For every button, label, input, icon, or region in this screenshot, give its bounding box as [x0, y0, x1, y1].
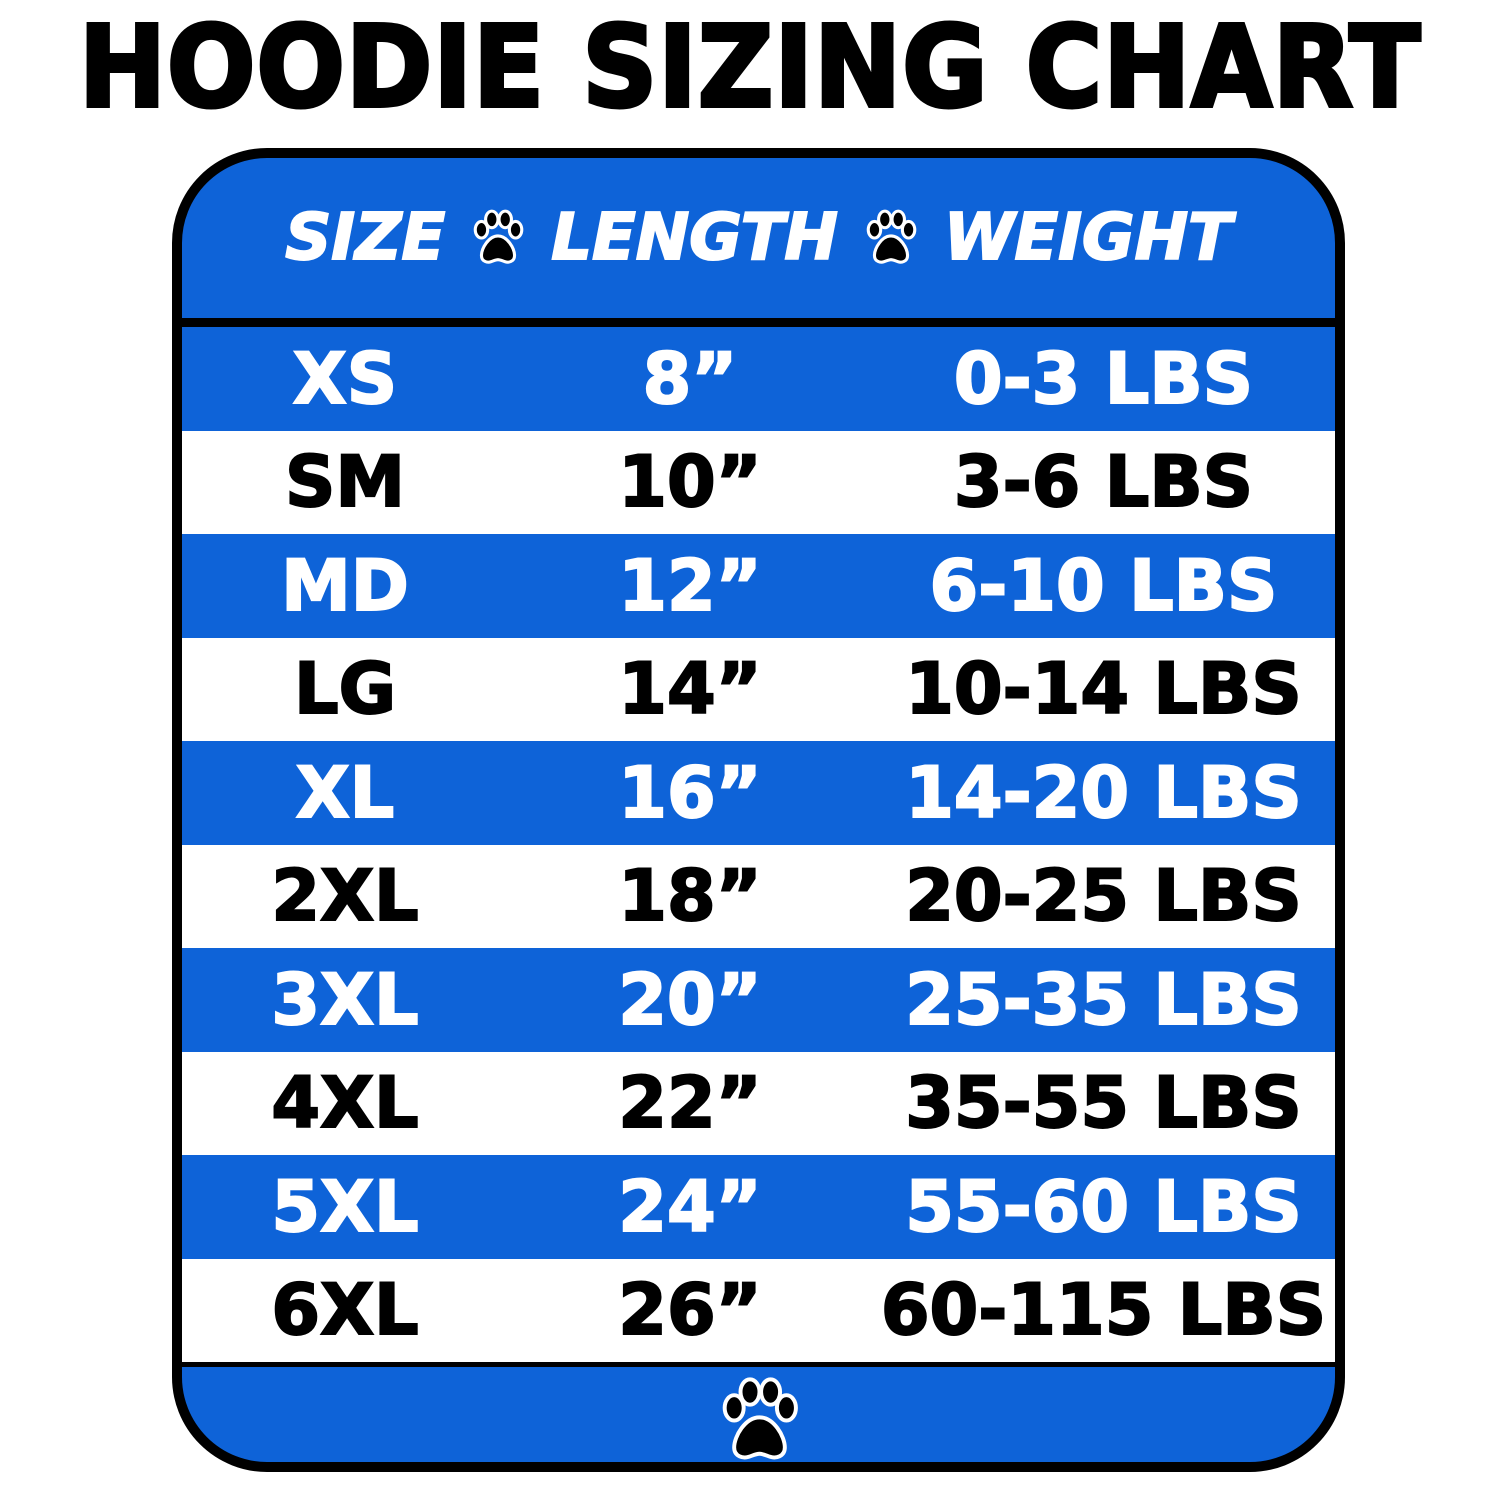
- size-cell: 4XL: [270, 1061, 419, 1145]
- length-cell: 18”: [617, 854, 762, 938]
- size-cell: 2XL: [270, 854, 419, 938]
- table-row: 4XL 22” 35-55 LBS: [182, 1051, 1335, 1155]
- table-row: MD 12” 6-10 LBS: [182, 534, 1335, 638]
- size-cell: XL: [295, 751, 396, 835]
- length-cell: 22”: [617, 1061, 762, 1145]
- size-cell: 3XL: [270, 958, 419, 1042]
- length-cell: 20”: [617, 958, 762, 1042]
- table-body: XS 8” 0-3 LBS SM 10” 3-6 LBS MD 12” 6-10 LBS LG 14…: [182, 327, 1335, 1362]
- table-row: 5XL 24” 55-60 LBS: [182, 1155, 1335, 1259]
- paw-icon: [866, 209, 917, 264]
- size-cell: MD: [280, 544, 410, 628]
- weight-cell: 3-6 LBS: [953, 440, 1254, 524]
- length-cell: 26”: [617, 1268, 762, 1352]
- table-row: 2XL 18” 20-25 LBS: [182, 844, 1335, 948]
- paw-icon: [722, 1377, 798, 1460]
- table-row: 3XL 20” 25-35 LBS: [182, 948, 1335, 1052]
- length-cell: 8”: [642, 337, 739, 421]
- weight-cell: 10-14 LBS: [904, 647, 1303, 731]
- length-cell: 10”: [617, 440, 762, 524]
- sizing-table: SIZE LENGTH WEIGHT XS 8” 0-3 LBS SM 10” 3-6 L…: [172, 148, 1345, 1472]
- size-cell: SM: [284, 440, 406, 524]
- size-cell: XS: [292, 337, 398, 421]
- size-cell: 6XL: [270, 1268, 419, 1352]
- length-cell: 12”: [617, 544, 762, 628]
- weight-cell: 35-55 LBS: [904, 1061, 1303, 1145]
- table-header: SIZE LENGTH WEIGHT: [182, 158, 1335, 318]
- table-row: LG 14” 10-14 LBS: [182, 637, 1335, 741]
- weight-cell: 6-10 LBS: [929, 544, 1279, 628]
- length-cell: 14”: [617, 647, 762, 731]
- weight-cell: 20-25 LBS: [904, 854, 1303, 938]
- header-weight: WEIGHT: [943, 200, 1233, 276]
- paw-icon: [473, 209, 524, 264]
- page-title: HOODIE SIZING CHART: [77, 3, 1422, 133]
- weight-cell: 55-60 LBS: [904, 1165, 1303, 1249]
- weight-cell: 0-3 LBS: [953, 337, 1254, 421]
- size-cell: LG: [293, 647, 397, 731]
- divider: [182, 318, 1335, 327]
- length-cell: 24”: [617, 1165, 762, 1249]
- table-row: SM 10” 3-6 LBS: [182, 430, 1335, 534]
- length-cell: 16”: [617, 751, 762, 835]
- table-row: 6XL 26” 60-115 LBS: [182, 1258, 1335, 1362]
- size-cell: 5XL: [270, 1165, 419, 1249]
- header-length: LENGTH: [550, 200, 839, 276]
- divider: [182, 1362, 1335, 1367]
- table-row: XS 8” 0-3 LBS: [182, 327, 1335, 431]
- header-size: SIZE: [284, 200, 446, 276]
- weight-cell: 14-20 LBS: [904, 751, 1303, 835]
- weight-cell: 25-35 LBS: [904, 958, 1303, 1042]
- table-row: XL 16” 14-20 LBS: [182, 741, 1335, 845]
- weight-cell: 60-115 LBS: [880, 1268, 1327, 1352]
